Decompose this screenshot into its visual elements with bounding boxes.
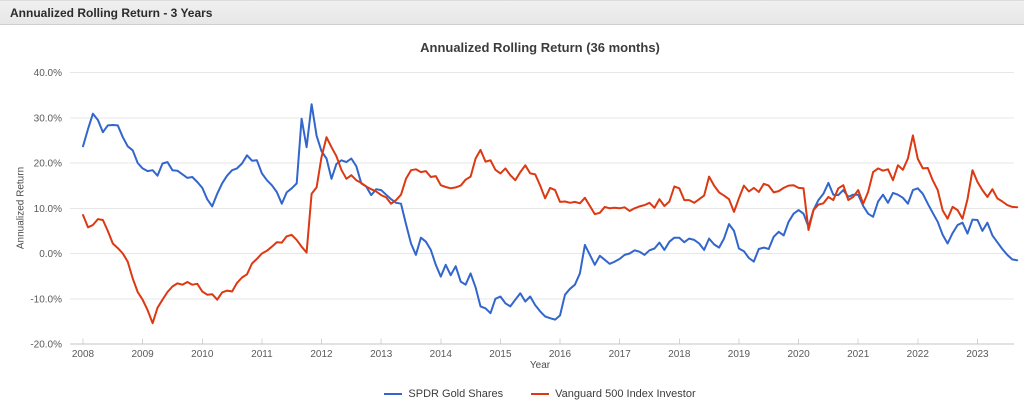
x-tick-label: 2008 [72, 349, 95, 360]
legend-label: Vanguard 500 Index Investor [555, 388, 696, 400]
x-axis-title: Year [529, 360, 551, 371]
series-line-vanguard-500[interactable] [82, 134, 1019, 325]
x-tick-label: 2009 [131, 349, 154, 360]
x-tick-label: 2016 [549, 349, 572, 360]
x-tick-label: 2018 [668, 349, 691, 360]
x-tick-label: 2011 [251, 349, 273, 360]
legend-line-swatch [531, 393, 550, 395]
y-tick-label: 10.0% [34, 204, 62, 215]
legend-label: SPDR Gold Shares [408, 388, 504, 400]
y-tick-label: 30.0% [34, 113, 62, 124]
x-tick-label: 2014 [430, 349, 453, 360]
y-tick-label: -20.0% [30, 340, 62, 351]
legend-item-vanguard-500: Vanguard 500 Index Investor [531, 388, 696, 400]
x-tick-label: 2020 [787, 349, 810, 360]
y-tick-label: 40.0% [34, 68, 62, 79]
legend-item-spdr-gold-shares: SPDR Gold Shares [384, 388, 503, 400]
x-tick-label: 2019 [728, 349, 751, 360]
y-tick-label: -10.0% [30, 294, 62, 305]
x-tick-label: 2021 [847, 349, 870, 360]
chart-title: Annualized Rolling Return (36 months) [420, 40, 660, 55]
window-title-bar: Annualized Rolling Return - 3 Years [0, 0, 1024, 25]
x-tick-label: 2017 [609, 349, 632, 360]
x-tick-label: 2022 [907, 349, 930, 360]
legend: SPDR Gold Shares Vanguard 500 Index Inve… [70, 386, 1010, 402]
x-tick-label: 2010 [191, 349, 214, 360]
x-tick-label: 2015 [489, 349, 512, 360]
legend-line-swatch [384, 393, 403, 395]
x-tick-label: 2012 [310, 349, 333, 360]
y-tick-label: 20.0% [34, 159, 62, 170]
series-line-spdr-gold-shares[interactable] [82, 103, 1019, 321]
window-title: Annualized Rolling Return - 3 Years [10, 6, 213, 20]
x-tick-label: 2023 [966, 349, 989, 360]
y-tick-label: 0.0% [39, 249, 62, 260]
x-tick-label: 2013 [370, 349, 393, 360]
